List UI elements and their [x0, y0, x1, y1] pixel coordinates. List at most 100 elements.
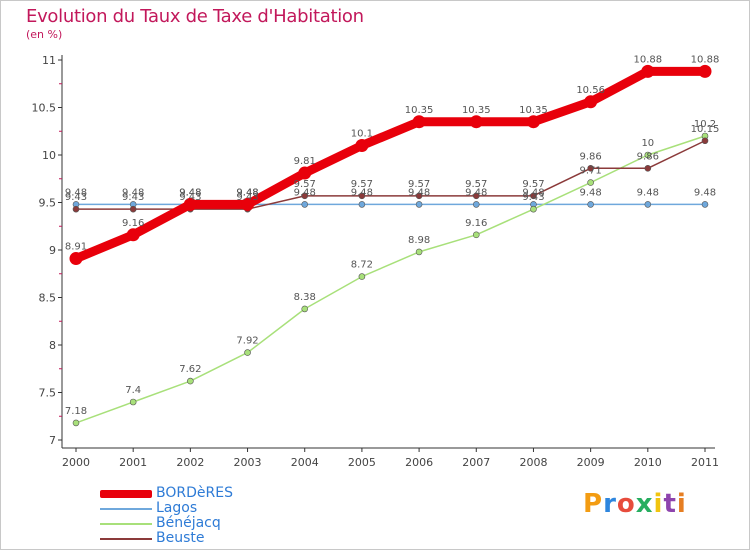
data-label: 8.91 — [65, 242, 87, 253]
data-label: 10.1 — [351, 129, 373, 140]
y-tick-label: 9 — [49, 244, 56, 257]
data-point — [129, 205, 137, 213]
data-label: 9.86 — [580, 151, 602, 162]
y-tick-label: 7.5 — [39, 387, 57, 400]
x-tick-label: 2000 — [62, 456, 90, 469]
legend-swatch — [100, 538, 152, 540]
data-point — [183, 197, 197, 211]
data-label: 9.43 — [65, 192, 87, 203]
legend-swatch — [100, 490, 152, 498]
data-label: 9.48 — [122, 187, 144, 198]
data-label: 9.43 — [236, 192, 258, 203]
legend-label: Lagos — [156, 500, 198, 516]
logo-letter: P — [583, 489, 604, 519]
x-tick-label: 2003 — [234, 456, 262, 469]
data-label: 9.48 — [465, 187, 487, 198]
data-point — [701, 201, 709, 208]
data-label: 9.57 — [522, 179, 544, 190]
data-label: 10.15 — [691, 124, 720, 135]
data-label: 9.57 — [465, 179, 487, 190]
data-label: 9.48 — [637, 187, 659, 198]
data-label: 9.48 — [236, 187, 258, 198]
data-label: 9.57 — [408, 179, 430, 190]
data-label: 9.48 — [522, 187, 544, 198]
data-label: 10.2 — [694, 119, 716, 130]
data-point — [701, 137, 709, 145]
data-point — [587, 179, 594, 186]
series-line-bordères — [71, 66, 710, 264]
data-label: 9.48 — [580, 187, 602, 198]
data-label: 9.43 — [522, 192, 544, 203]
data-label: 7.62 — [179, 364, 201, 375]
data-point — [126, 228, 140, 242]
data-point — [469, 115, 483, 129]
data-point — [358, 273, 366, 280]
y-tick-label: 10.5 — [32, 102, 57, 115]
data-point — [472, 231, 480, 239]
data-label: 7.18 — [65, 406, 87, 417]
logo-letter: o — [616, 489, 636, 519]
x-tick-label: 2006 — [405, 456, 433, 469]
data-label: 9.71 — [580, 166, 602, 177]
logo-letter: t — [663, 489, 677, 519]
data-point — [244, 349, 251, 356]
data-point — [415, 201, 423, 208]
x-tick-label: 2004 — [291, 456, 319, 469]
x-tick-label: 2005 — [348, 456, 376, 469]
data-point — [644, 201, 652, 208]
data-label: 9.48 — [65, 187, 87, 198]
legend-label: Bénéjacq — [156, 515, 221, 531]
data-label: 9.57 — [351, 179, 373, 190]
data-point — [301, 305, 309, 313]
logo-letter: r — [603, 489, 617, 519]
data-point — [415, 248, 423, 256]
data-point — [644, 165, 652, 172]
chart-subtitle: (en %) — [26, 28, 63, 41]
data-label: 9.16 — [465, 218, 487, 229]
legend-swatch — [100, 508, 152, 510]
legend-swatch — [100, 523, 152, 525]
x-tick-label: 2010 — [634, 456, 662, 469]
data-label: 9.48 — [351, 187, 373, 198]
logo-letter: x — [635, 489, 654, 519]
data-label: 7.92 — [236, 336, 258, 347]
x-tick-label: 2007 — [462, 456, 490, 469]
data-point — [301, 192, 309, 200]
data-point — [472, 192, 480, 200]
y-tick-label: 7 — [49, 434, 56, 447]
x-tick-label: 2001 — [119, 456, 147, 469]
data-label: 9.48 — [408, 187, 430, 198]
data-point — [301, 201, 309, 208]
data-label: 9.48 — [294, 187, 316, 198]
data-point — [72, 205, 80, 213]
data-label: 9.57 — [294, 179, 316, 190]
data-point — [72, 419, 80, 427]
chart-title: Evolution du Taux de Taxe d'Habitation — [26, 6, 364, 27]
data-label: 9.16 — [122, 218, 144, 229]
data-point — [298, 166, 312, 180]
data-label: 10.88 — [691, 54, 720, 65]
y-tick-label: 8 — [49, 339, 56, 352]
x-tick-label: 2008 — [519, 456, 547, 469]
data-label: 9.43 — [122, 192, 144, 203]
y-tick-label: 11 — [42, 54, 56, 67]
data-label: 9.86 — [637, 151, 659, 162]
series-line-bénéjacq — [75, 135, 706, 424]
data-point — [526, 115, 540, 129]
series-line-beuste — [75, 140, 706, 210]
data-point — [415, 192, 423, 200]
data-point — [530, 205, 537, 213]
y-tick-label: 9.5 — [39, 197, 57, 210]
data-point — [587, 201, 594, 208]
x-tick-label: 2009 — [577, 456, 605, 469]
data-point — [698, 64, 712, 78]
data-label: 9.48 — [694, 187, 716, 198]
data-label: 8.38 — [294, 292, 316, 303]
data-point — [241, 197, 255, 211]
data-point — [412, 115, 426, 129]
data-point — [641, 64, 655, 78]
data-label: 9.48 — [236, 187, 258, 198]
data-label: 10.35 — [462, 105, 491, 116]
data-point — [355, 139, 369, 152]
